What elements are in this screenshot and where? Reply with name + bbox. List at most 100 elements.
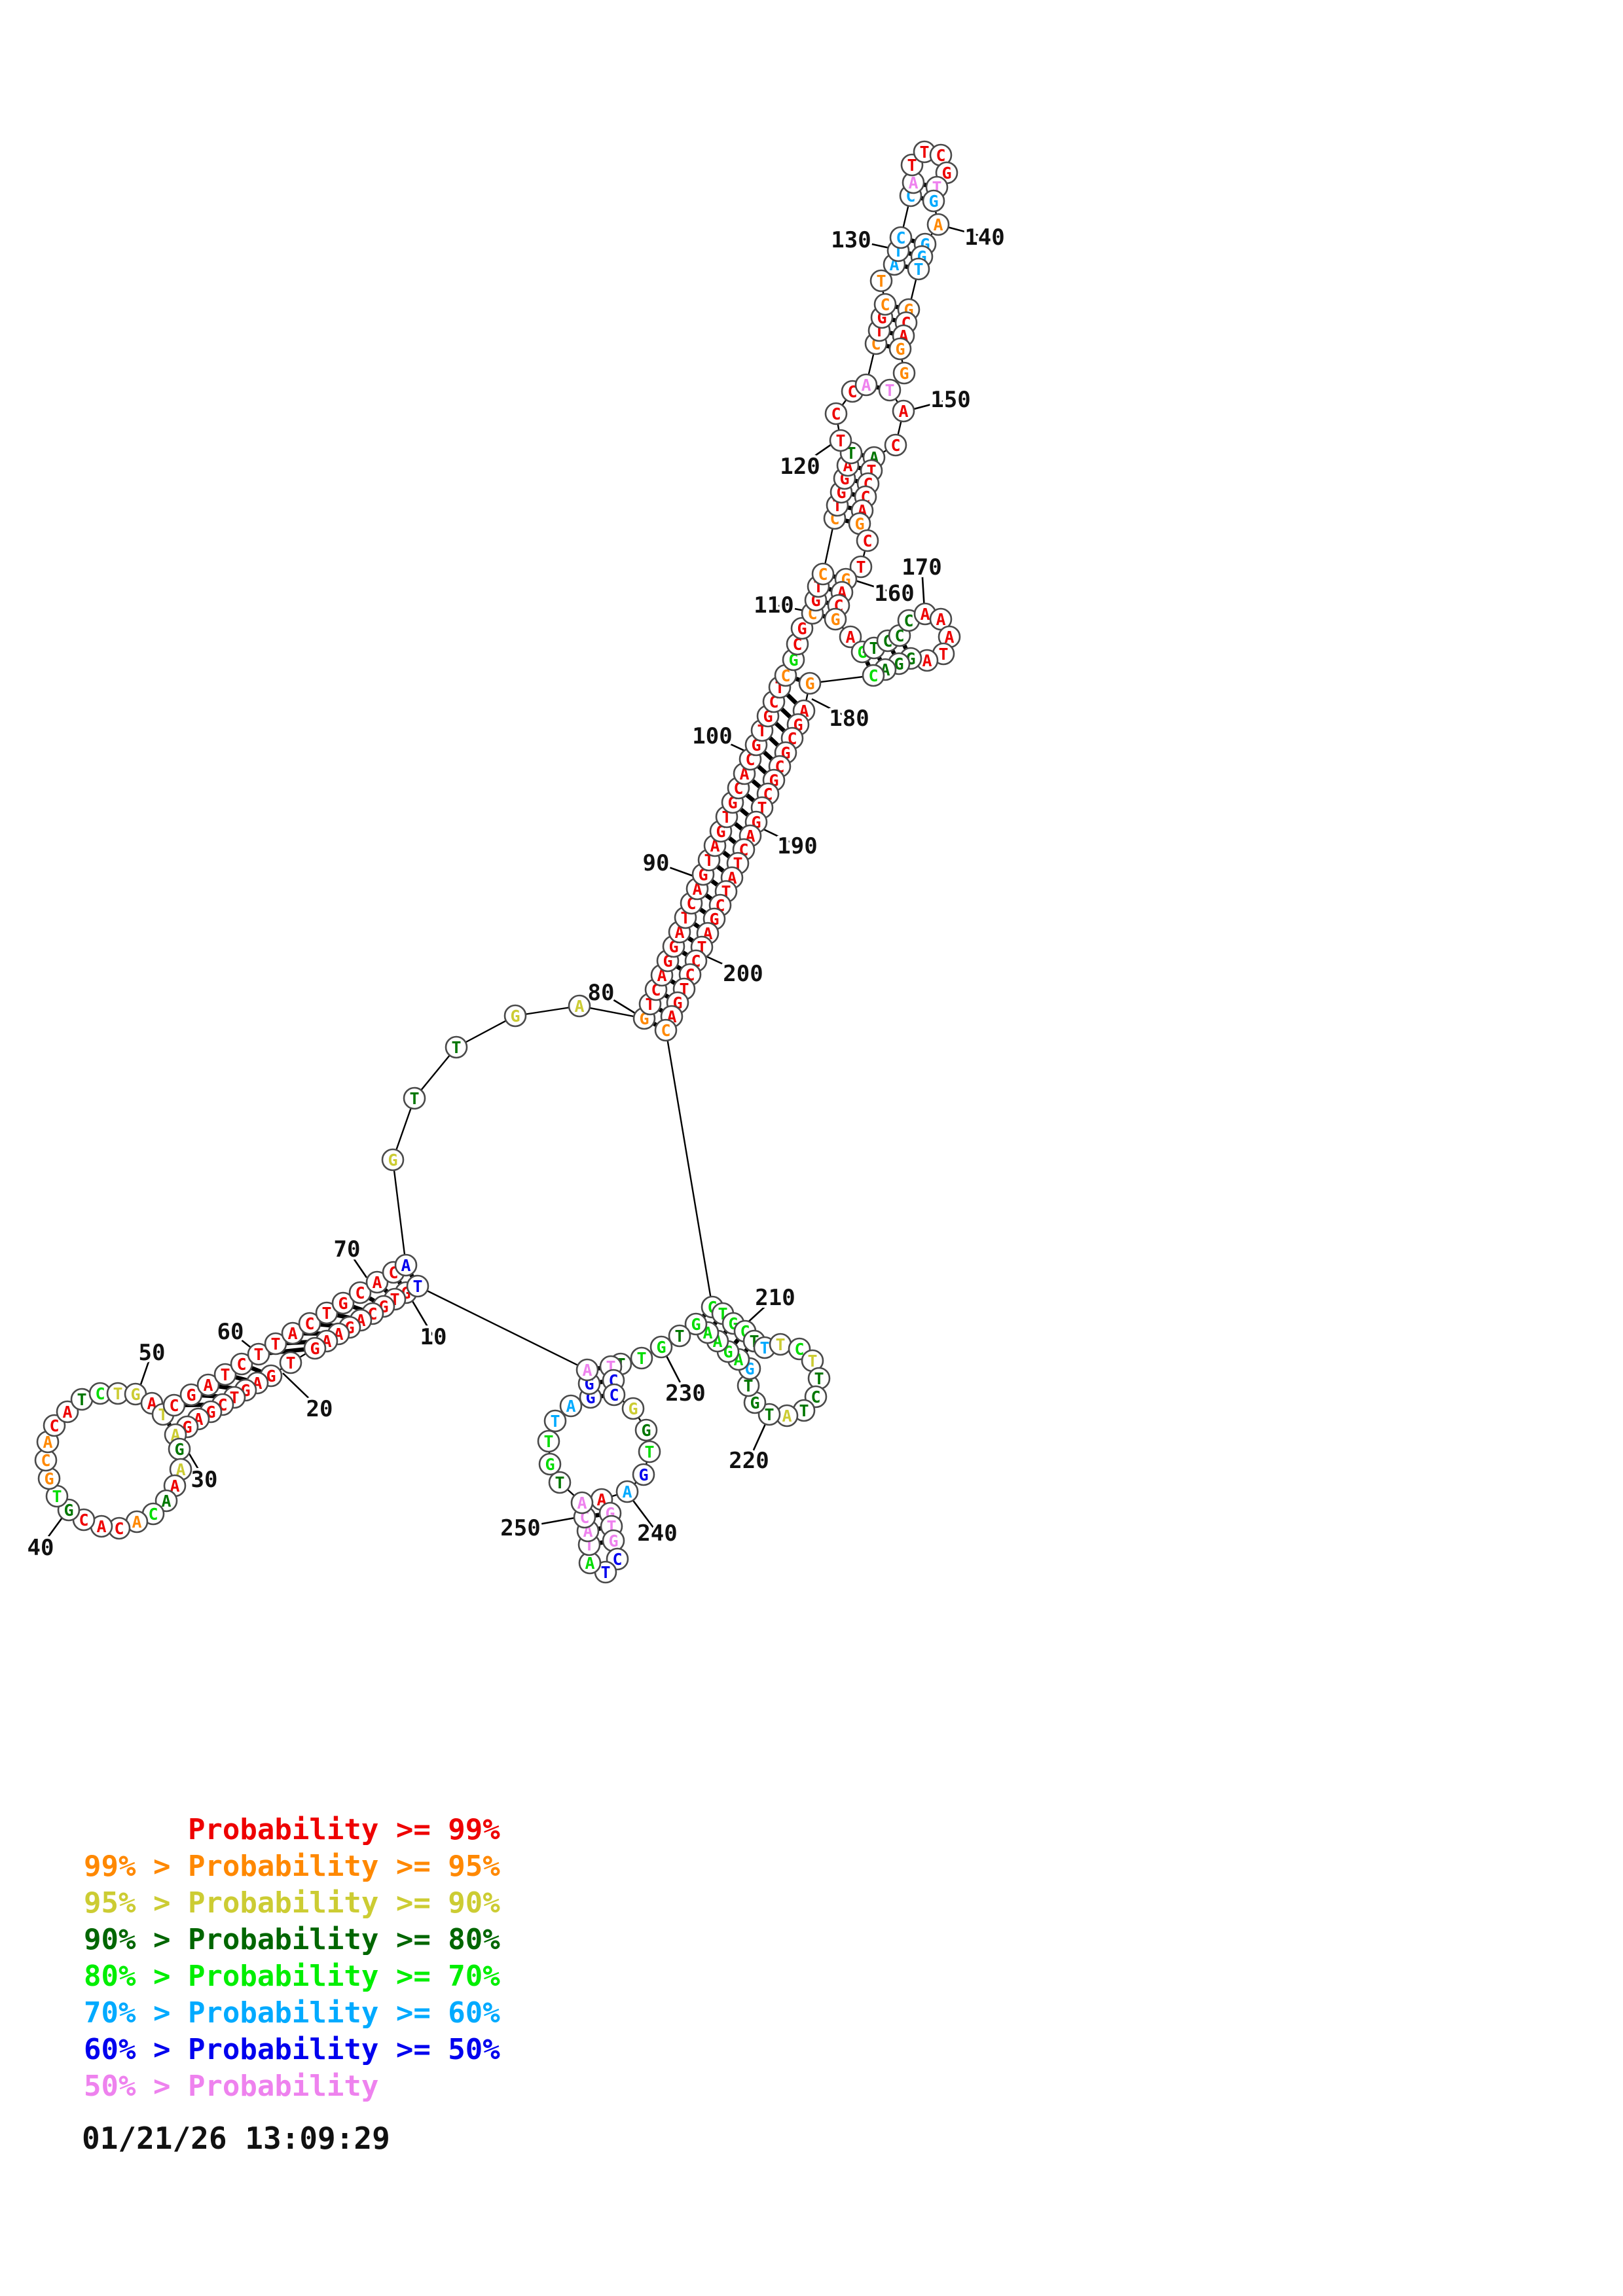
- nucleotide: C: [856, 529, 879, 552]
- nucleotide: A: [56, 1400, 79, 1424]
- nucleotide-letter: C: [903, 611, 913, 630]
- nucleotide-letter: T: [555, 1473, 564, 1492]
- nucleotide-circle: [247, 1342, 270, 1366]
- nucleotide-letter: G: [64, 1501, 73, 1520]
- nucleotide-letter: C: [847, 382, 857, 401]
- nucleotide-letter: G: [266, 1367, 276, 1386]
- probability-legend: Probability >= 99% 99% > Probability >= 9…: [84, 1812, 500, 2105]
- nucleotide-circle: [570, 1491, 594, 1515]
- residue-number-pointer: [346, 1248, 368, 1278]
- nucleotide: G: [37, 1467, 61, 1490]
- nucleotide-circle: [926, 213, 950, 236]
- nucleotide-letter: A: [43, 1433, 52, 1452]
- nucleotide-circle: [575, 1358, 599, 1382]
- nucleotide-letter: A: [175, 1460, 185, 1479]
- nucleotide: A: [578, 1551, 602, 1575]
- nucleotide: T: [668, 1324, 691, 1348]
- nucleotide-letter: G: [44, 1469, 54, 1488]
- nucleotide-letter: A: [944, 628, 954, 647]
- nucleotide: A: [839, 625, 862, 649]
- nucleotide-circle: [630, 1346, 653, 1370]
- nucleotide-circle: [213, 1363, 237, 1386]
- nucleotide: G: [892, 361, 916, 385]
- nucleotide-circle: [811, 562, 835, 586]
- nucleotide-letter: G: [750, 1393, 759, 1412]
- nucleotide-circle: [878, 378, 902, 402]
- nucleotide-letter: G: [174, 1440, 184, 1459]
- nucleotide-circle: [907, 257, 930, 281]
- residue-number-label: 250: [500, 1515, 540, 1541]
- nucleotide-letter: C: [868, 666, 878, 685]
- nucleotide-letter: C: [780, 666, 790, 685]
- nucleotide-letter: C: [79, 1511, 88, 1530]
- nucleotide: A: [915, 649, 939, 672]
- nucleotide: A: [125, 1510, 149, 1534]
- nucleotide-letter: T: [644, 1443, 654, 1462]
- nucleotide-letter: G: [899, 364, 909, 383]
- nucleotide-letter: G: [656, 1338, 666, 1357]
- nucleotide-circle: [849, 555, 873, 579]
- nucleotide: A: [938, 625, 961, 649]
- nucleotide-letter: T: [807, 1352, 817, 1371]
- nucleotide: T: [403, 1086, 426, 1110]
- timestamp: 01/21/26 13:09:29: [82, 2121, 390, 2156]
- legend-line: 50% > Probability: [84, 2070, 379, 2103]
- nucleotide-letter: T: [876, 272, 886, 291]
- nucleotide-letter: A: [170, 1477, 179, 1496]
- nucleotide-circle: [196, 1373, 220, 1397]
- residue-number-label: 30: [191, 1467, 218, 1493]
- nucleotide-circle: [873, 293, 897, 316]
- residue-number-label: 70: [334, 1236, 361, 1263]
- nucleotide-circle: [445, 1035, 468, 1059]
- nucleotide-letter: G: [638, 1465, 648, 1484]
- nucleotide: G: [888, 337, 912, 361]
- nucleotide-letter: T: [674, 1327, 684, 1346]
- nucleotide-letter: C: [880, 295, 890, 314]
- nucleotide-letter: T: [759, 1338, 769, 1357]
- nucleotide-letter: T: [764, 1405, 774, 1424]
- nucleotide: T: [907, 257, 930, 281]
- nucleotide-letter: C: [818, 565, 828, 584]
- nucleotide: A: [394, 1253, 418, 1277]
- residue-number-label: 10: [420, 1324, 447, 1350]
- nucleotide-letter: A: [861, 376, 871, 395]
- nucleotide: C: [929, 143, 953, 167]
- nucleotide-letter: T: [321, 1304, 331, 1323]
- nucleotide-letter: T: [52, 1487, 62, 1506]
- nucleotide: A: [615, 1480, 639, 1503]
- nucleotide-circle: [56, 1400, 79, 1424]
- nucleotide: T: [769, 1333, 792, 1356]
- nucleotide-letter: C: [609, 1386, 619, 1405]
- nucleotide-letter: G: [691, 1315, 701, 1334]
- nucleotide: A: [892, 399, 915, 423]
- nucleotide-circle: [829, 429, 852, 452]
- residue-number-label: 160: [874, 581, 914, 607]
- nucleotide: A: [775, 1404, 799, 1427]
- nucleotide-circle: [315, 1301, 338, 1325]
- nucleotide: T: [630, 1346, 653, 1370]
- residue-number-pointer: [600, 991, 636, 1014]
- legend-line: 60% > Probability >= 50%: [84, 2033, 500, 2066]
- residue-number-label: 50: [139, 1340, 166, 1366]
- residue-number-pointer: [629, 1496, 659, 1534]
- nucleotide-letter: A: [898, 402, 908, 421]
- nucleotide-letter: C: [49, 1416, 59, 1435]
- nucleotide: G: [179, 1383, 203, 1407]
- nucleotide-letter: A: [574, 997, 584, 1016]
- nucleotide: T: [213, 1363, 237, 1386]
- nucleotide-circle: [348, 1281, 372, 1304]
- nucleotide-letter: G: [928, 192, 938, 211]
- nucleotide-circle: [824, 607, 847, 631]
- nucleotide-letter: A: [566, 1397, 575, 1416]
- nucleotide-letter: G: [510, 1007, 520, 1026]
- nucleotide: T: [315, 1301, 338, 1325]
- residue-number-pointer: [704, 954, 744, 975]
- residue-number-pointer: [811, 698, 850, 719]
- backbone-segment: [417, 1285, 588, 1371]
- nucleotide-letter: C: [890, 436, 900, 455]
- nucleotide: T: [406, 1274, 429, 1298]
- nucleotide-letter: T: [285, 1354, 295, 1372]
- nucleotide-letter: T: [636, 1349, 646, 1368]
